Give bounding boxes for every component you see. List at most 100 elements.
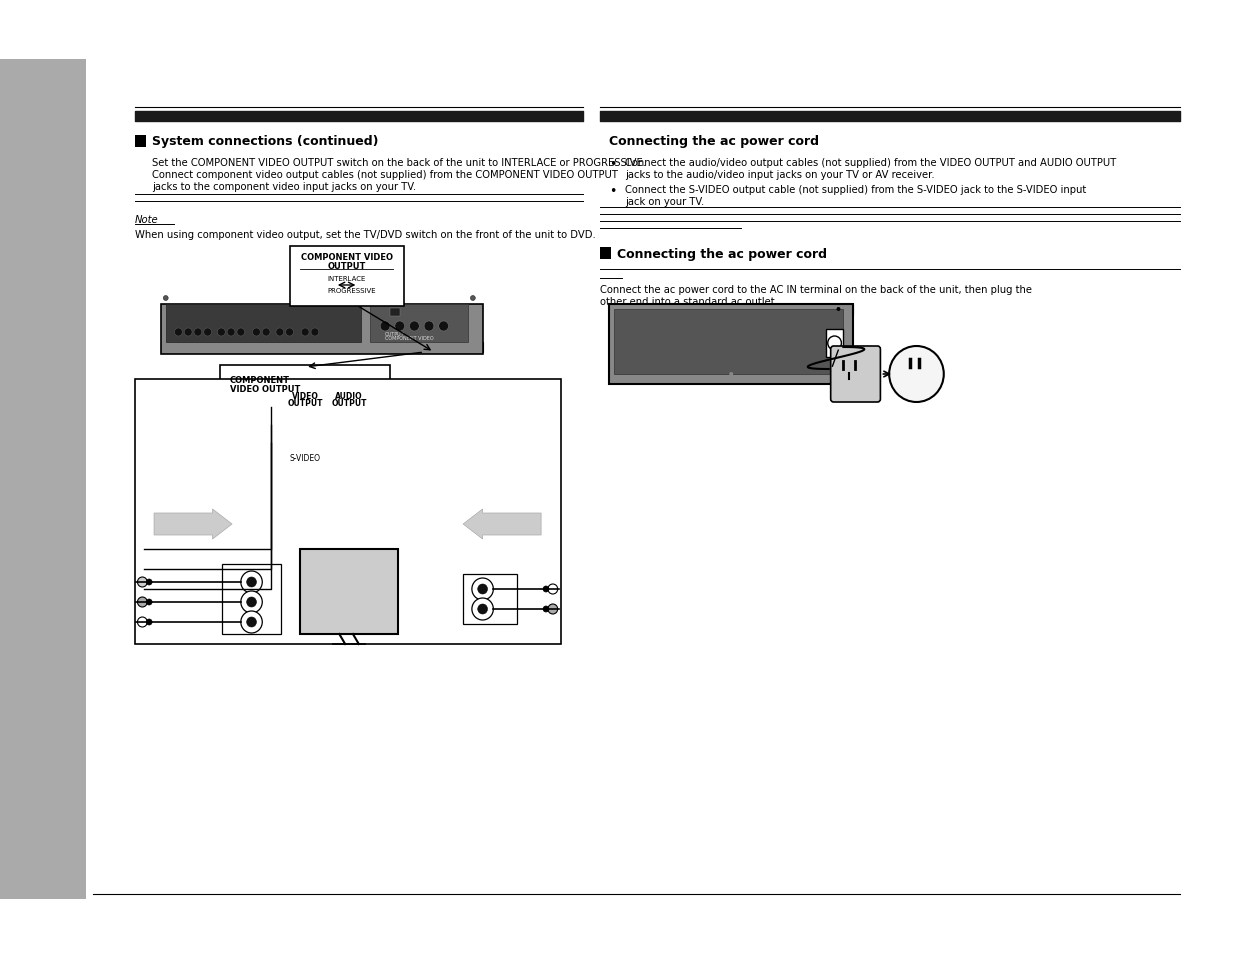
Text: OUTPUT: OUTPUT [331,398,367,408]
Circle shape [472,578,493,600]
Circle shape [245,395,254,405]
Bar [609,305,853,314]
Text: COMPONENT VIDEO: COMPONENT VIDEO [385,335,433,340]
Circle shape [326,403,333,412]
Text: Connect the audio/video output cables (not supplied) from the VIDEO OUTPUT and A: Connect the audio/video output cables (n… [625,158,1116,168]
Text: When using component video output, set the TV/DVD switch on the front of the uni: When using component video output, set t… [135,230,595,240]
Bar [826,330,844,357]
Circle shape [341,435,358,453]
Circle shape [438,322,448,332]
Circle shape [282,421,289,430]
Circle shape [285,329,294,336]
FancyArrow shape [154,510,232,539]
Bar [609,305,853,385]
FancyBboxPatch shape [220,366,390,464]
Circle shape [245,435,254,444]
Circle shape [730,373,734,376]
Bar [370,305,468,343]
Text: Connecting the ac power cord: Connecting the ac power cord [609,135,819,148]
Circle shape [424,322,433,332]
Text: OUTPUT: OUTPUT [385,332,405,336]
Text: Connect the ac power cord to the AC IN terminal on the back of the unit, then pl: Connect the ac power cord to the AC IN t… [600,285,1031,294]
Circle shape [238,429,261,451]
Circle shape [277,398,294,416]
Circle shape [237,329,245,336]
Circle shape [301,329,309,336]
Text: AUDIO: AUDIO [335,392,363,400]
Bar [0,60,85,899]
Circle shape [277,435,294,453]
Circle shape [321,435,338,453]
Circle shape [184,329,193,336]
Circle shape [345,403,353,412]
Circle shape [301,421,309,430]
Circle shape [410,322,419,332]
Circle shape [345,439,353,448]
Bar [463,575,516,624]
Circle shape [137,578,147,587]
Circle shape [548,604,558,615]
Circle shape [301,439,309,448]
Circle shape [227,329,235,336]
Circle shape [245,415,254,424]
Circle shape [146,619,152,625]
Bar [161,343,483,353]
Circle shape [238,409,261,431]
Circle shape [194,329,201,336]
Circle shape [395,322,405,332]
Circle shape [326,439,333,448]
Text: jacks to the component video input jacks on your TV.: jacks to the component video input jacks… [152,182,416,192]
Bar [135,379,561,644]
Circle shape [282,439,289,448]
Text: COMPONENT: COMPONENT [230,375,290,385]
Circle shape [247,598,257,607]
Text: jacks to the audio/video input jacks on your TV or AV receiver.: jacks to the audio/video input jacks on … [625,170,935,180]
Circle shape [471,296,475,301]
Circle shape [137,598,147,607]
Circle shape [321,416,338,435]
Bar [135,136,146,148]
FancyBboxPatch shape [831,347,881,402]
Circle shape [836,308,841,312]
Circle shape [321,398,338,416]
Circle shape [174,329,183,336]
Circle shape [247,618,257,627]
Circle shape [163,296,168,301]
Circle shape [543,606,548,613]
Circle shape [238,389,261,411]
Text: •: • [609,158,616,171]
Text: other end into a standard ac outlet.: other end into a standard ac outlet. [600,296,778,307]
FancyBboxPatch shape [289,247,404,307]
Circle shape [345,421,353,430]
Circle shape [241,612,262,634]
Text: COMPONENT VIDEO: COMPONENT VIDEO [300,253,393,262]
Circle shape [146,579,152,585]
Circle shape [275,329,284,336]
Circle shape [296,398,314,416]
Text: Connect the S-VIDEO output cable (not supplied) from the S-VIDEO jack to the S-V: Connect the S-VIDEO output cable (not su… [625,185,1087,194]
Circle shape [241,592,262,614]
Bar [300,550,398,635]
Circle shape [217,329,225,336]
Circle shape [296,416,314,435]
Circle shape [472,598,493,620]
Text: PROGRESSIVE: PROGRESSIVE [327,288,375,294]
Text: Note: Note [135,214,158,225]
Circle shape [137,618,147,627]
Circle shape [548,584,558,595]
Circle shape [282,403,289,412]
Circle shape [277,416,294,435]
Circle shape [478,604,488,615]
Circle shape [827,336,841,351]
Bar [614,310,844,375]
Text: VIDEO: VIDEO [291,392,319,400]
Bar [165,305,361,343]
Circle shape [543,586,548,593]
Circle shape [341,398,358,416]
Text: OUTPUT: OUTPUT [327,262,366,271]
Bar [161,305,483,355]
Text: Connect component video output cables (not supplied) from the COMPONENT VIDEO OU: Connect component video output cables (n… [152,170,618,180]
Circle shape [311,329,319,336]
Circle shape [241,572,262,594]
Circle shape [252,329,261,336]
